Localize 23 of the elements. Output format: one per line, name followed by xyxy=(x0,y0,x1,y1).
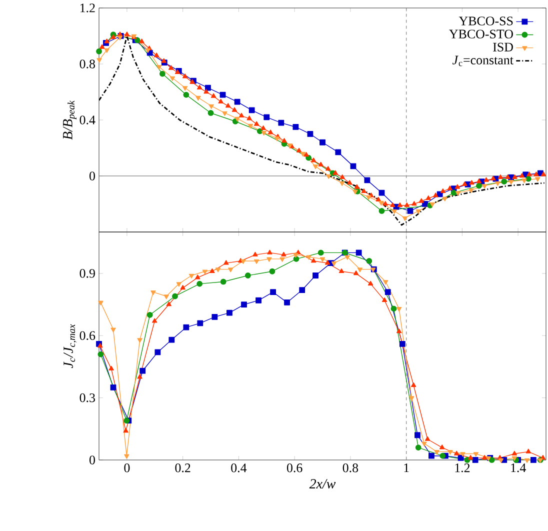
legend-label: YBCO-SS xyxy=(458,16,513,26)
y-tick-label: 0.6 xyxy=(80,331,96,340)
legend-label: ISD xyxy=(493,42,513,52)
y-tick-label: 0.4 xyxy=(80,116,96,124)
y-tick-label: 1.2 xyxy=(80,4,95,12)
y-axis-title: J$_{c}$/J$_{c,max}$ xyxy=(64,324,76,368)
x-tick-label: 0.4 xyxy=(231,464,247,472)
legend-label: YBCO-STO xyxy=(449,30,513,38)
y-tick-label: 0.3 xyxy=(80,393,95,402)
y-tick-label: 0 xyxy=(90,456,95,464)
x-axis-title: 2x/w xyxy=(309,479,336,489)
x-tick-label: 0.6 xyxy=(286,464,302,472)
x-tick-label: 0.8 xyxy=(342,464,358,472)
y-axis-title: B/B$_{peak}$ xyxy=(63,100,76,140)
y-tick-label: 0 xyxy=(90,172,95,180)
y-tick-label: 0.8 xyxy=(80,60,95,68)
x-tick-label: 1.4 xyxy=(511,464,526,472)
x-tick-label: 0 xyxy=(124,464,130,472)
legend-label: J$_{c}$=constant xyxy=(452,56,514,66)
x-tick-label: 1 xyxy=(404,464,409,472)
x-tick-label: 1.2 xyxy=(455,464,470,472)
x-tick-label: 0.2 xyxy=(175,464,190,472)
y-tick-label: 0.9 xyxy=(80,269,95,278)
